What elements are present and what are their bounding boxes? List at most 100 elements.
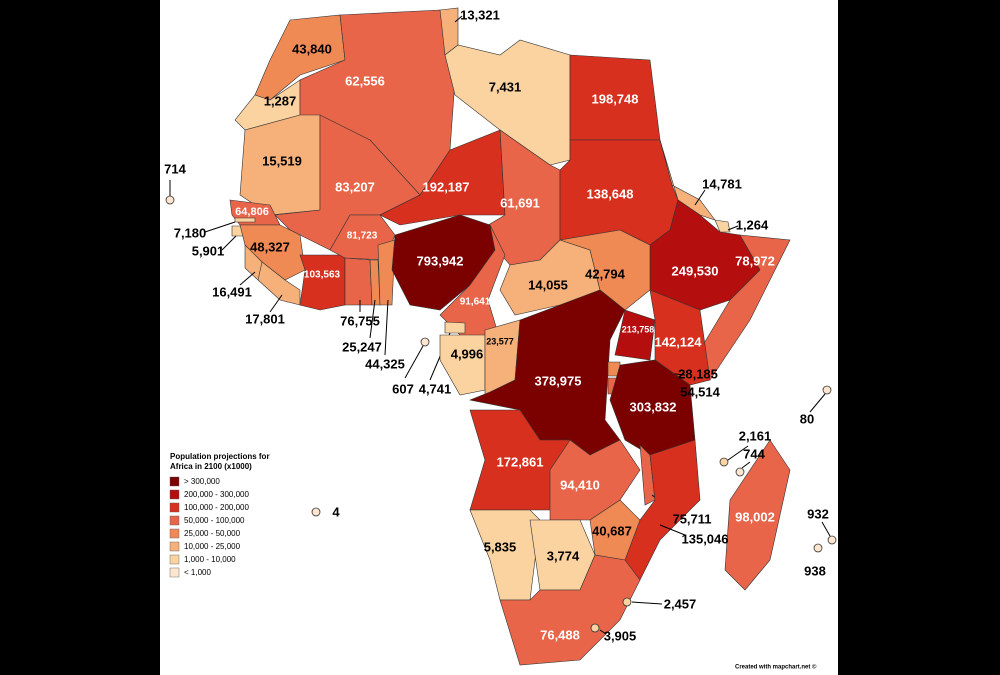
- leader-line: [821, 521, 831, 537]
- region-label: 80: [800, 411, 814, 426]
- region-label: 94,410: [560, 477, 600, 492]
- region-label: 13,321: [460, 7, 500, 22]
- region-label: 793,942: [417, 253, 464, 268]
- legend-swatch: [169, 476, 180, 487]
- country: [559, 229, 651, 311]
- region-label: 607: [392, 381, 414, 396]
- region-label: 249,530: [672, 263, 719, 278]
- legend-label: < 1,000: [184, 568, 211, 577]
- region-label: 81,723: [347, 231, 378, 242]
- island: [420, 337, 430, 347]
- legend-title: Population projections for: [170, 452, 270, 461]
- right-bar: [838, 0, 1000, 675]
- regions: 43,840 1,287 62,556 13,321 7,431 198,748 15,51…: [164, 7, 837, 666]
- island: [719, 457, 729, 467]
- region-label: 7,431: [489, 79, 522, 94]
- island: [735, 467, 745, 477]
- region-label: 40,687: [592, 523, 632, 538]
- legend-swatch: [169, 502, 180, 513]
- region-label: 44,325: [365, 356, 405, 371]
- region-label: 938: [804, 563, 826, 578]
- region-label: 2,161: [739, 428, 772, 443]
- legend-label: 10,000 - 25,000: [184, 542, 241, 551]
- leader-line: [384, 299, 389, 356]
- region-label: 172,861: [497, 454, 544, 469]
- country: [444, 321, 466, 334]
- country: [614, 309, 656, 361]
- island: [813, 543, 823, 553]
- legend-label: 1,000 - 10,000: [184, 555, 236, 564]
- legend: Population projections for Africa in 210…: [169, 452, 270, 578]
- region-label: 1,287: [264, 93, 297, 108]
- region-label: 103,563: [304, 270, 341, 281]
- country: [724, 439, 791, 591]
- region-label: 54,514: [680, 384, 721, 399]
- region-label: 14,055: [528, 277, 568, 292]
- country: [714, 219, 731, 233]
- region-label: 714: [164, 161, 186, 176]
- region-label: 91,641: [460, 297, 491, 308]
- region-label: 48,327: [250, 239, 290, 254]
- region-label: 5,901: [192, 243, 225, 258]
- legend-swatch: [169, 528, 180, 539]
- legend-label: 50,000 - 100,000: [184, 516, 245, 525]
- region-label: 98,002: [735, 509, 775, 524]
- leader-line: [221, 235, 237, 251]
- region-label: 4,996: [451, 346, 484, 361]
- legend-swatch: [169, 515, 180, 526]
- country: [299, 254, 346, 311]
- legend-title: Africa in 2100 (x1000): [170, 462, 252, 471]
- region-label: 76,755: [340, 313, 380, 328]
- country: [344, 257, 373, 306]
- island: [590, 623, 600, 633]
- island: [165, 195, 175, 205]
- region-label: 3,774: [547, 548, 580, 563]
- region-label: 3,905: [604, 628, 637, 643]
- region-label: 78,972: [735, 253, 775, 268]
- region-label: 83,207: [335, 179, 375, 194]
- country: [499, 554, 641, 666]
- region-label: 75,711: [672, 511, 711, 526]
- leader-line: [269, 294, 283, 313]
- region-label: 61,691: [500, 195, 540, 210]
- leader-line: [404, 345, 424, 379]
- country: [439, 224, 506, 341]
- legend-swatch: [169, 554, 180, 565]
- region-label: 42,794: [585, 266, 626, 281]
- region-label: 2,457: [664, 596, 697, 611]
- region-label: 5,835: [484, 539, 517, 554]
- island: [622, 597, 632, 607]
- region-label: 14,781: [702, 176, 742, 191]
- leader-line: [204, 221, 236, 233]
- leader-line: [741, 461, 751, 469]
- legend-swatch: [169, 567, 180, 578]
- legend-label: 100,000 - 200,000: [184, 503, 249, 512]
- region-label: 62,556: [345, 73, 385, 88]
- leader-line: [239, 271, 256, 286]
- region-label: 138,648: [587, 186, 634, 201]
- leader-line: [727, 445, 749, 461]
- legend-label: 200,000 - 300,000: [184, 490, 249, 499]
- country: [589, 499, 641, 561]
- island: [822, 385, 832, 395]
- region-label: 7,180: [174, 225, 207, 240]
- region-label: 17,801: [245, 311, 285, 326]
- leader-line: [727, 225, 739, 231]
- leader-line: [369, 299, 376, 339]
- region-label: 135,046: [682, 531, 729, 546]
- region-label: 23,577: [486, 336, 514, 346]
- legend-swatch: [169, 541, 180, 552]
- leader-line: [809, 393, 826, 413]
- region-label: 25,247: [342, 339, 382, 354]
- legend-label: 25,000 - 50,000: [184, 529, 241, 538]
- region-label: 64,806: [235, 206, 269, 218]
- region-label: 303,832: [630, 399, 677, 414]
- region-label: 932: [807, 506, 829, 521]
- country: [377, 239, 396, 306]
- leader-line: [694, 189, 706, 206]
- region-label: 378,975: [535, 373, 582, 388]
- region-label: 213,758: [622, 324, 655, 334]
- country: [379, 129, 506, 226]
- credit: Created with mapchart.net ©: [735, 664, 817, 671]
